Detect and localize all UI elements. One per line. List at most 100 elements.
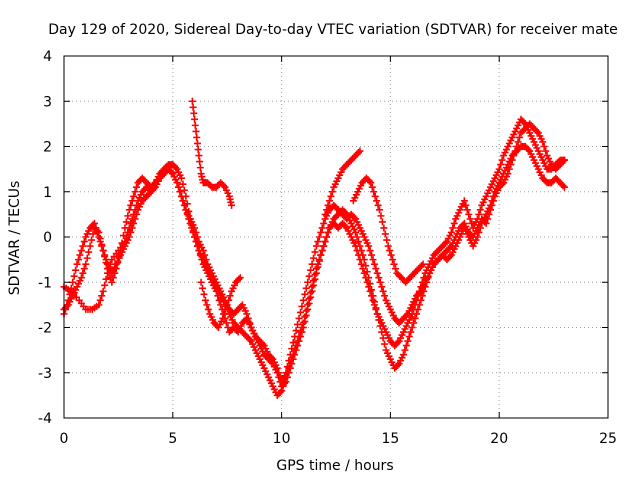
data-point (98, 241, 106, 249)
data-point (119, 231, 127, 239)
data-point (167, 168, 175, 176)
data-point (295, 314, 303, 322)
data-point (96, 296, 104, 304)
data-point (96, 235, 104, 243)
data-point (173, 179, 181, 187)
data-point (371, 192, 379, 200)
data-point (88, 236, 96, 244)
data-point (244, 314, 252, 322)
data-point (415, 287, 423, 295)
data-point (125, 206, 133, 214)
data-point (305, 272, 313, 280)
data-point (182, 206, 190, 214)
data-point (222, 305, 230, 313)
data-point (83, 254, 91, 262)
data-point (276, 388, 284, 396)
series-track-7 (349, 174, 427, 286)
data-point (98, 292, 106, 300)
data-point (473, 215, 481, 223)
data-point (366, 287, 374, 295)
data-point (311, 275, 319, 283)
data-point (413, 296, 421, 304)
data-point (378, 218, 386, 226)
series-track-5 (197, 274, 244, 331)
data-point (369, 296, 377, 304)
data-point (394, 361, 402, 369)
data-point (282, 378, 290, 386)
y-tick-label: 1 (43, 185, 52, 201)
data-point (292, 327, 300, 335)
data-point (273, 369, 281, 377)
data-point (222, 319, 230, 327)
data-point (294, 342, 302, 350)
data-point (298, 302, 306, 310)
x-tick-label: 15 (381, 431, 399, 447)
data-point (307, 293, 315, 301)
data-point (228, 201, 236, 209)
x-tick-label: 10 (273, 431, 291, 447)
data-point (418, 262, 426, 270)
data-point (112, 265, 120, 273)
data-points (60, 97, 568, 399)
data-point (131, 188, 139, 196)
data-point (377, 212, 385, 220)
data-point (302, 284, 310, 292)
data-point (312, 242, 320, 250)
data-point (101, 281, 109, 289)
data-point (199, 284, 207, 292)
data-point (267, 358, 275, 366)
data-point (69, 278, 77, 286)
data-point (79, 242, 87, 250)
data-point (95, 301, 103, 309)
data-point (188, 97, 196, 105)
data-point (299, 296, 307, 304)
data-point (203, 301, 211, 309)
data-point (133, 210, 141, 218)
data-point (288, 360, 296, 368)
data-point (219, 314, 227, 322)
y-tick-label: -3 (38, 366, 52, 382)
data-point (63, 302, 71, 310)
data-point (404, 337, 412, 345)
data-point (321, 238, 329, 246)
data-point (408, 310, 416, 318)
data-point (516, 133, 524, 141)
data-point (365, 177, 373, 185)
data-point (108, 278, 116, 286)
data-point (442, 239, 450, 247)
data-point (193, 139, 201, 147)
data-point (356, 256, 364, 264)
data-point (359, 265, 367, 273)
data-point (324, 228, 332, 236)
data-point (93, 227, 101, 235)
data-point (122, 218, 130, 226)
data-point (243, 310, 251, 318)
data-point (185, 215, 193, 223)
data-point (305, 299, 313, 307)
data-point (291, 351, 299, 359)
data-point (539, 138, 547, 146)
data-point (394, 339, 402, 347)
data-point (220, 182, 228, 190)
data-point (391, 265, 399, 273)
data-point (104, 265, 112, 273)
data-point (473, 233, 481, 241)
data-point (357, 260, 365, 268)
data-point (193, 242, 201, 250)
data-point (418, 278, 426, 286)
data-point (360, 269, 368, 277)
data-point (363, 278, 371, 286)
data-point (560, 183, 568, 191)
data-point (195, 152, 203, 160)
data-point (328, 188, 336, 196)
data-point (128, 224, 136, 232)
data-point (289, 355, 297, 363)
data-point (296, 333, 304, 341)
data-point (76, 251, 84, 259)
data-point (475, 228, 483, 236)
data-point (446, 253, 454, 261)
data-point (192, 127, 200, 135)
y-axis-label: SDTVAR / TECUs (7, 181, 23, 296)
data-point (384, 242, 392, 250)
data-point (476, 206, 484, 214)
